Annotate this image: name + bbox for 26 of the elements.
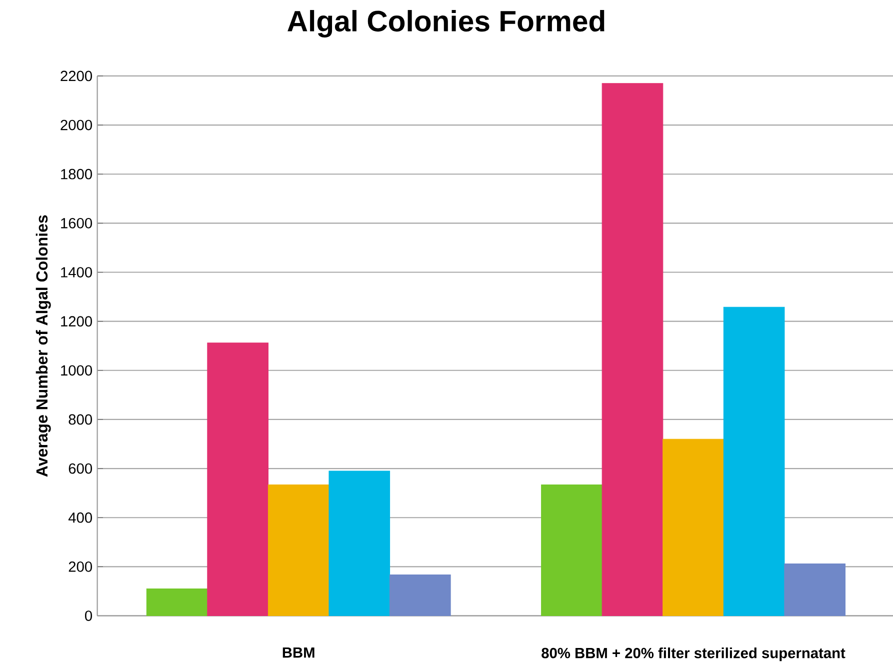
y-tick-label: 1000 (61, 365, 92, 376)
y-tick-label: 1800 (61, 169, 92, 180)
bar (723, 306, 785, 616)
bar (268, 484, 330, 616)
y-tick-label: 1200 (61, 316, 92, 327)
y-tick-label: 600 (68, 463, 92, 474)
y-axis-title: Average Number of Algal Colonies (36, 215, 51, 477)
y-tick-label: 400 (68, 512, 92, 523)
y-tick-label: 200 (68, 562, 92, 572)
bar (207, 342, 268, 616)
bar (146, 588, 208, 616)
bar (541, 484, 602, 616)
y-tick-label: 800 (68, 414, 92, 425)
x-tick-label: 80% BBM + 20% filter sterilized supernatant (542, 648, 846, 662)
bar (602, 83, 664, 616)
y-tick-label: 2000 (60, 120, 92, 130)
bar (784, 564, 846, 616)
y-tick-label: 1600 (61, 218, 92, 228)
chart-title: Algal Colonies Formed (288, 10, 604, 38)
y-tick-label: 0 (85, 610, 92, 622)
y-tick-label: 1400 (61, 267, 92, 278)
y-tick-label: 2200 (60, 70, 92, 82)
bar (390, 574, 451, 616)
bar (328, 470, 390, 616)
bar (662, 438, 724, 616)
x-tick-label: BBM (282, 648, 314, 658)
